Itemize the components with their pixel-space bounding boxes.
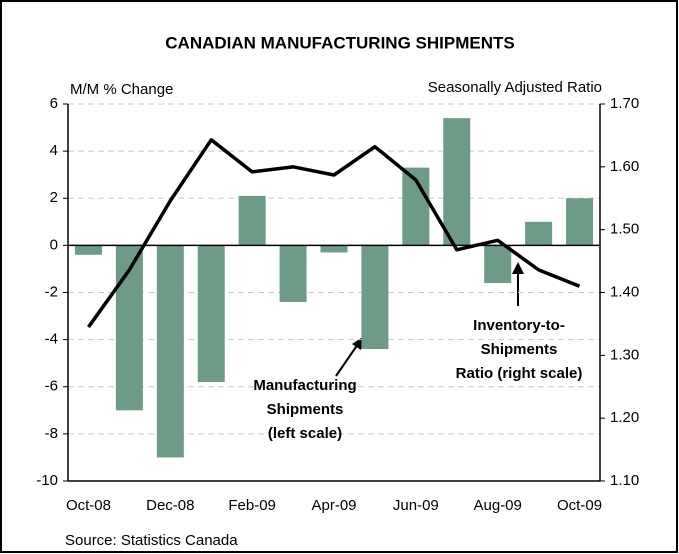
bar xyxy=(238,195,266,246)
y2-axis-label: Seasonally Adjusted Ratio xyxy=(428,79,602,96)
bar xyxy=(279,245,307,302)
y-tick-label: 2 xyxy=(50,189,58,206)
y2-tick-label: 1.70 xyxy=(610,95,639,112)
y2-tick-label: 1.40 xyxy=(610,283,639,300)
bar xyxy=(566,198,594,246)
x-tick-label: Apr-09 xyxy=(311,497,356,514)
y2-tick-label: 1.20 xyxy=(610,409,639,426)
bar xyxy=(361,245,389,350)
bar xyxy=(197,245,225,383)
y2-tick-label: 1.10 xyxy=(610,472,639,489)
x-tick-label: Oct-09 xyxy=(557,497,602,514)
y2-tick-label: 1.60 xyxy=(610,158,639,175)
bar xyxy=(74,245,102,255)
y2-tick-label: 1.30 xyxy=(610,346,639,363)
source: Source: Statistics Canada xyxy=(65,532,238,549)
arrow xyxy=(335,343,359,377)
line xyxy=(87,138,581,329)
x-tick-label: Dec-08 xyxy=(146,497,194,514)
bar xyxy=(443,118,471,246)
y-axis-label: M/M % Change xyxy=(70,81,173,98)
x-tick-label: Oct-08 xyxy=(66,497,111,514)
annotation: Ratio (right scale) xyxy=(456,365,583,382)
y-tick-label: 4 xyxy=(50,142,58,159)
annotation: Shipments xyxy=(267,401,344,418)
bar xyxy=(320,245,348,253)
y-tick-label: 0 xyxy=(50,236,58,253)
annotation: Shipments xyxy=(481,341,558,358)
y-tick-label: -8 xyxy=(45,425,58,442)
y2-tick-label: 1.50 xyxy=(610,221,639,238)
x-tick-label: Jun-09 xyxy=(393,497,439,514)
y-tick-label: -6 xyxy=(45,378,58,395)
annotation: Inventory-to- xyxy=(473,317,565,334)
bar xyxy=(156,245,184,458)
annotation: Manufacturing xyxy=(253,377,356,394)
bar xyxy=(525,221,553,246)
annotation: (left scale) xyxy=(268,425,342,442)
y-tick-label: -10 xyxy=(36,472,58,489)
y-tick-label: 6 xyxy=(50,95,58,112)
bar xyxy=(484,245,512,284)
y-tick-label: -4 xyxy=(45,331,58,348)
x-tick-label: Feb-09 xyxy=(228,497,276,514)
x-tick-label: Aug-09 xyxy=(474,497,522,514)
arrowhead xyxy=(512,262,524,274)
chart-title: CANADIAN MANUFACTURING SHIPMENTS xyxy=(165,33,514,52)
y-tick-label: -2 xyxy=(45,283,58,300)
